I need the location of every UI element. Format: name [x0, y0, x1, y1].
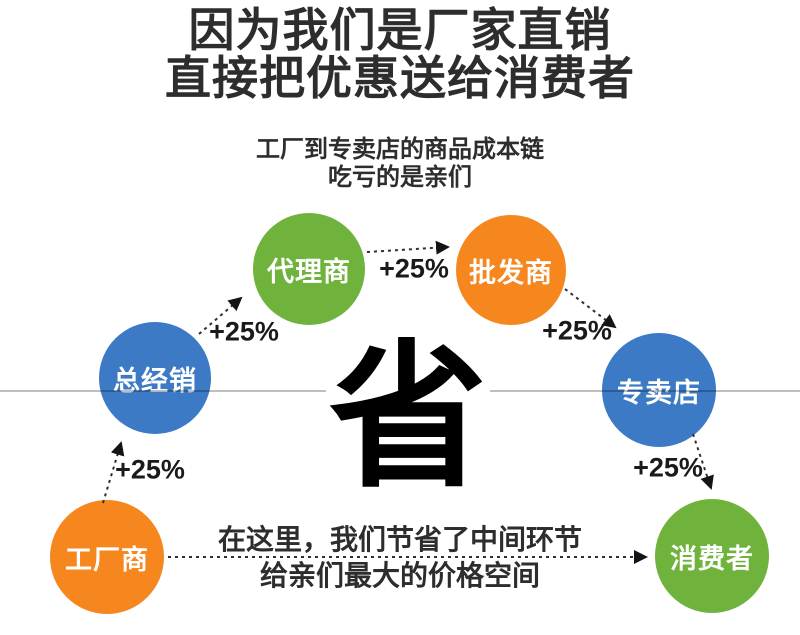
bottom-note-line-2: 给亲们最大的价格空间	[259, 559, 540, 591]
node-specialty-store: 专卖店	[602, 333, 716, 447]
node-wholesaler-label: 批发商	[469, 257, 553, 288]
subtitle: 工厂到专卖店的商品成本链 吃亏的是亲们	[0, 136, 800, 192]
subtitle-line-1: 工厂到专卖店的商品成本链	[256, 136, 544, 163]
save-character: 省	[326, 339, 490, 497]
node-consumer-label: 消费者	[670, 543, 754, 574]
node-factory-label: 工厂商	[65, 544, 149, 575]
arrow-agent-to-wholesaler	[366, 240, 450, 255]
percent-label-distributor-agent: +25%	[209, 316, 279, 347]
title-line-1: 因为我们是厂家直销	[188, 4, 612, 56]
node-consumer: 消费者	[655, 499, 769, 613]
percent-label-wholesaler-store: +25%	[542, 315, 612, 346]
subtitle-line-2: 吃亏的是亲们	[328, 163, 472, 191]
percent-label-agent-wholesaler: +25%	[379, 253, 449, 284]
node-agent: 代理商	[253, 213, 365, 325]
node-factory: 工厂商	[50, 500, 164, 614]
percent-label-factory-distributor: +25%	[115, 454, 185, 485]
node-general-distributor: 总经销	[99, 322, 211, 434]
bottom-note: 在这里，我们节省了中间环节 给亲们最大的价格空间	[0, 522, 800, 594]
node-agent-label: 代理商	[267, 256, 351, 287]
title-line-2: 直接把优惠送给消费者	[165, 52, 635, 105]
bottom-note-line-1: 在这里，我们节省了中间环节	[217, 524, 582, 555]
node-general-distributor-label: 总经销	[113, 365, 197, 396]
percent-label-store-consumer: +25%	[633, 452, 703, 483]
node-specialty-store-label: 专卖店	[617, 377, 701, 408]
node-wholesaler: 批发商	[456, 215, 566, 325]
page-title: 因为我们是厂家直销 直接把优惠送给消费者	[0, 6, 800, 103]
